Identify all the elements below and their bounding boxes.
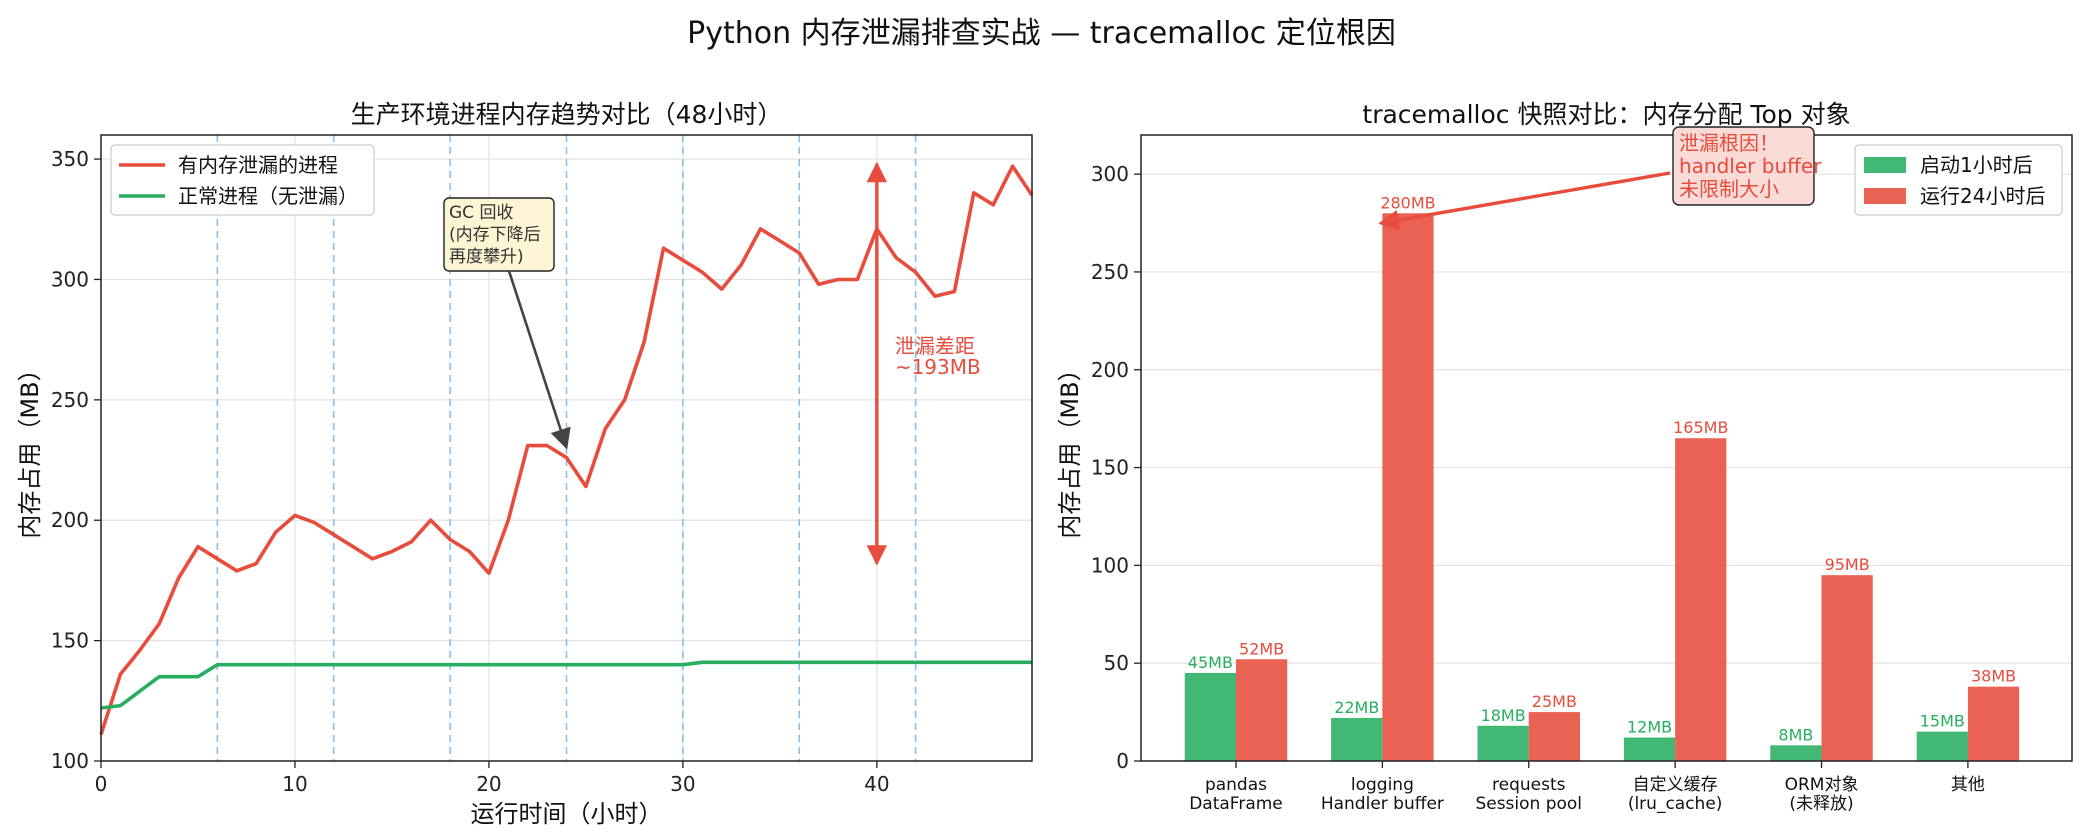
gc-annotation-text: (内存下降后 xyxy=(449,225,541,245)
y-tick-label: 100 xyxy=(1091,553,1129,577)
bar-value-label: 95MB xyxy=(1825,555,1870,574)
gc-annotation-text: GC 回收 xyxy=(449,203,513,223)
chart-title: tracemalloc 快照对比：内存分配 Top 对象 xyxy=(1362,100,1850,129)
bar-1h xyxy=(1331,717,1383,761)
bar-24h xyxy=(1821,575,1873,761)
category-label: requests xyxy=(1492,775,1566,795)
category-label: 其他 xyxy=(1951,775,1985,795)
root-cause-arrow xyxy=(1378,171,1671,231)
x-tick-label: 40 xyxy=(864,772,889,796)
bar-24h xyxy=(1382,213,1434,761)
x-axis-label: 运行时间（小时） xyxy=(471,800,663,828)
bar-1h xyxy=(1477,725,1529,761)
x-tick-label: 10 xyxy=(282,772,307,796)
bar-value-label: 8MB xyxy=(1778,725,1813,744)
memory-trend-chart: 0 10 20 30 40 100 150 200 250 300 350 生产环境进程内存趋势对比（… xyxy=(16,100,1034,828)
x-tick-label: 30 xyxy=(670,772,695,796)
legend-box xyxy=(1854,144,2063,216)
root-cause-box xyxy=(1672,126,1815,206)
bar-24h xyxy=(1675,438,1727,761)
bar-1h xyxy=(1770,745,1822,761)
legend-label: 运行24小时后 xyxy=(1920,184,2045,208)
gc-annotation-text: 再度攀升) xyxy=(449,247,524,267)
root-cause-text: 泄漏根因！ xyxy=(1679,131,1779,155)
bar-value-label: 25MB xyxy=(1532,692,1577,711)
y-tick-label: 300 xyxy=(1091,162,1129,186)
category-label: ORM对象 xyxy=(1785,775,1859,795)
chart-title: 生产环境进程内存趋势对比（48小时） xyxy=(351,100,783,129)
bar-value-label: 45MB xyxy=(1188,653,1233,672)
y-tick-label: 100 xyxy=(51,749,89,773)
figure-title: Python 内存泄漏排查实战 — tracemalloc 定位根因 xyxy=(687,16,1396,51)
plot-frame xyxy=(100,134,1033,762)
category-label: DataFrame xyxy=(1189,794,1283,814)
category-label: (lru_cache) xyxy=(1628,794,1723,814)
bar-value-label: 280MB xyxy=(1380,193,1435,212)
y-tick-label: 0 xyxy=(1116,749,1129,773)
category-label: pandas xyxy=(1205,775,1267,795)
y-tick-label: 350 xyxy=(51,147,89,171)
normal-series-line xyxy=(100,660,1032,710)
root-cause-text: handler buffer xyxy=(1679,154,1822,178)
bar-value-label: 15MB xyxy=(1920,712,1965,731)
y-axis-label: 内存占用（MB） xyxy=(16,357,44,538)
legend-swatch xyxy=(1864,188,1906,204)
y-tick-label: 200 xyxy=(1091,358,1129,382)
plot-frame xyxy=(1140,134,2073,762)
bar-24h xyxy=(1235,659,1288,761)
bar-value-label: 165MB xyxy=(1673,418,1728,437)
bar-value-label: 22MB xyxy=(1334,698,1379,717)
bar-1h xyxy=(1916,731,1968,761)
legend-label: 有内存泄漏的进程 xyxy=(178,153,338,177)
gc-annotation-arrow xyxy=(507,270,571,450)
legend-swatch xyxy=(1864,157,1906,173)
y-tick-label: 150 xyxy=(1091,456,1129,480)
bar-1h xyxy=(1184,672,1236,761)
x-tick-label: 20 xyxy=(476,772,501,796)
bar-value-label: 18MB xyxy=(1481,706,1526,725)
category-label: Session pool xyxy=(1475,794,1582,814)
category-label: logging xyxy=(1351,775,1414,795)
category-label: Handler buffer xyxy=(1321,794,1444,814)
y-axis-label: 内存占用（MB） xyxy=(1056,357,1084,538)
bar-24h xyxy=(1967,686,2020,761)
tracemalloc-bar-chart: 45MB 22MB 18MB 12MB 8MB 15MB 52MB 280MB 25MB 165M… xyxy=(1056,100,2073,814)
legend-label: 启动1小时后 xyxy=(1920,153,2033,177)
y-tick-label: 150 xyxy=(51,629,89,653)
category-label: 自定义缓存 xyxy=(1633,775,1718,795)
x-tick-label: 0 xyxy=(95,772,108,796)
bar-24h xyxy=(1528,712,1580,761)
bar-1h xyxy=(1623,737,1676,761)
leak-gap-label: ~193MB xyxy=(895,355,981,379)
y-tick-label: 50 xyxy=(1104,651,1129,675)
root-cause-text: 未限制大小 xyxy=(1679,177,1779,201)
y-tick-label: 200 xyxy=(51,508,89,532)
y-tick-label: 250 xyxy=(1091,260,1129,284)
leak-gap-label: 泄漏差距 xyxy=(895,334,975,358)
bar-value-label: 38MB xyxy=(1971,667,2016,686)
category-label: (未释放) xyxy=(1789,794,1853,814)
bar-value-label: 12MB xyxy=(1627,718,1672,737)
gc-annotation-box xyxy=(443,197,555,272)
legend-label: 正常进程（无泄漏） xyxy=(178,184,358,208)
y-tick-label: 300 xyxy=(51,267,89,291)
legend-box xyxy=(110,144,375,216)
y-tick-label: 250 xyxy=(51,388,89,412)
bar-value-label: 52MB xyxy=(1239,639,1284,658)
